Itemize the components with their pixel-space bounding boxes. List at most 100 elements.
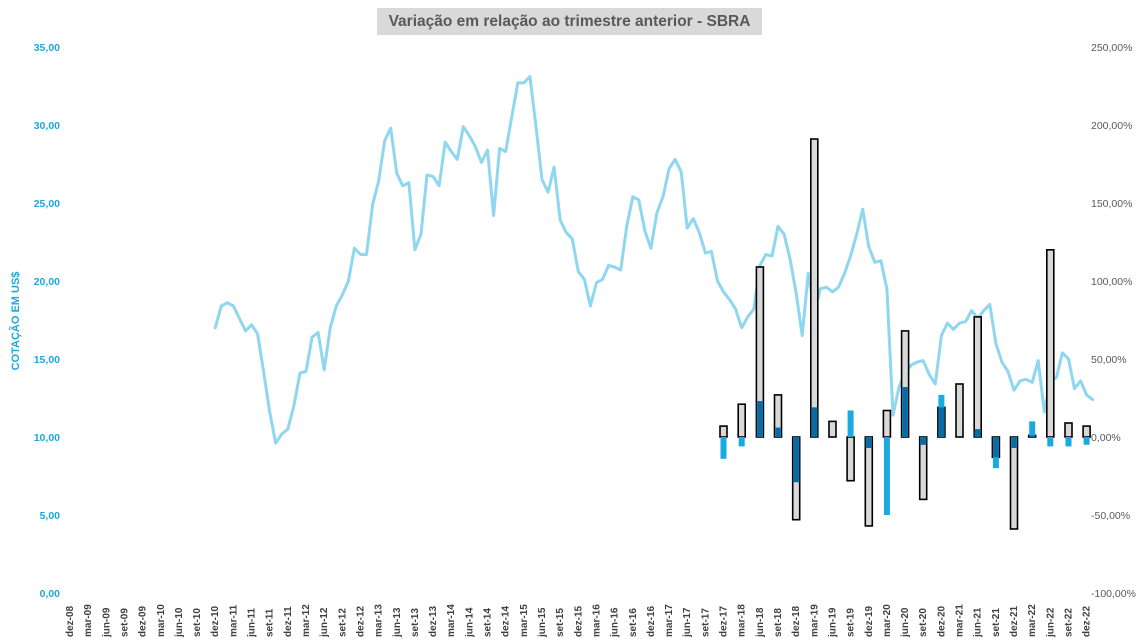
x-tick-label: jun-21 — [973, 607, 984, 638]
y-left-tick-label: 5,00 — [40, 510, 61, 522]
x-tick-label: jun-12 — [319, 607, 330, 638]
x-tick-label: set-22 — [1063, 608, 1074, 637]
x-tick-label: mar-10 — [156, 604, 167, 637]
blue-bar-overlap — [938, 407, 945, 437]
x-tick-label: set-12 — [337, 608, 348, 637]
x-tick-label: dez-12 — [355, 605, 366, 637]
x-tick-label: dez-18 — [791, 605, 802, 637]
x-tick-label: jun-17 — [682, 607, 693, 638]
outlined-bar — [1064, 422, 1073, 438]
x-tick-label: set-19 — [846, 608, 857, 637]
x-axis-tick-labels: dez-08 mar-09 jun-09 set-09 dez-09 mar-10 jun-… — [65, 604, 1093, 638]
x-tick-label: mar-16 — [591, 604, 602, 637]
blue-bar-overlap — [1029, 435, 1035, 437]
blue-bar-overlap — [793, 437, 799, 483]
x-tick-label: dez-08 — [65, 605, 76, 637]
x-tick-label: set-14 — [483, 608, 494, 637]
x-tick-label: jun-09 — [101, 607, 112, 638]
outlined-bar — [809, 138, 819, 438]
y-right-tick-label: -100,00% — [1091, 588, 1136, 600]
outlined-bar — [918, 436, 928, 501]
y-left-tick-label: 15,00 — [34, 354, 60, 366]
outlined-bar — [1046, 249, 1055, 438]
outlined-bar — [737, 403, 747, 438]
x-tick-label: jun-10 — [174, 607, 185, 638]
x-tick-label: mar-22 — [1027, 604, 1038, 637]
x-tick-label: mar-15 — [519, 604, 530, 637]
x-tick-label: mar-14 — [446, 604, 457, 637]
x-tick-label: jun-19 — [827, 607, 838, 638]
x-tick-label: jun-13 — [392, 607, 403, 638]
x-tick-label: dez-16 — [646, 605, 657, 637]
x-tick-label: mar-17 — [664, 604, 675, 637]
blue-bar — [1047, 437, 1054, 447]
x-tick-label: set-16 — [628, 608, 639, 637]
price-line — [213, 75, 1095, 445]
y-right-tick-label: 150,00% — [1091, 198, 1132, 210]
y-right-tick-label: 0,00% — [1091, 432, 1121, 444]
blue-bar — [1065, 437, 1072, 447]
price-line-group — [213, 75, 1095, 445]
y-right-tick-label: 200,00% — [1091, 120, 1132, 132]
outlined-bar — [846, 436, 855, 482]
blue-bar-overlap — [775, 427, 781, 437]
blue-bar-overlap — [993, 437, 999, 458]
blue-bar-overlap — [920, 437, 926, 445]
x-tick-label: mar-19 — [809, 604, 820, 637]
x-tick-label: dez-14 — [501, 605, 512, 637]
x-tick-label: jun-14 — [464, 607, 475, 638]
x-tick-label: mar-09 — [83, 604, 94, 637]
blue-bar-overlap — [811, 407, 817, 437]
x-tick-label: dez-19 — [864, 605, 875, 637]
outlined-bar — [882, 409, 892, 438]
outlined-bar — [973, 316, 983, 438]
y-left-tick-label: 20,00 — [34, 276, 60, 288]
x-tick-label: set-20 — [918, 608, 929, 637]
quarterly-bars-group — [719, 138, 1091, 530]
y-right-tick-label: 250,00% — [1091, 42, 1132, 54]
x-tick-label: jun-22 — [1045, 607, 1056, 638]
x-tick-label: jun-15 — [537, 607, 548, 638]
y-right-tick-label: 100,00% — [1091, 276, 1132, 288]
outlined-bar — [1082, 425, 1091, 438]
outlined-bar — [864, 436, 874, 527]
x-tick-label: jun-18 — [755, 607, 766, 638]
x-tick-label: set-17 — [700, 608, 711, 637]
x-tick-label: set-09 — [119, 608, 130, 637]
blue-bar — [847, 410, 854, 437]
blue-bar — [1029, 421, 1036, 437]
chart-title-background — [377, 8, 762, 35]
x-tick-label: dez-10 — [210, 605, 221, 637]
x-tick-label: jun-20 — [900, 607, 911, 638]
x-tick-label: dez-17 — [719, 605, 730, 637]
outlined-bar — [955, 383, 964, 438]
x-tick-label: dez-11 — [283, 606, 294, 637]
x-tick-label: dez-22 — [1082, 605, 1093, 637]
y-left-tick-label: 10,00 — [34, 432, 60, 444]
y-axis-left-ticks: 0,00 5,00 10,00 15,00 20,00 25,00 30,00 35,00 — [34, 42, 60, 600]
x-tick-label: set-18 — [773, 608, 784, 637]
blue-bar — [1083, 437, 1090, 445]
x-tick-label: mar-13 — [374, 604, 385, 637]
x-tick-label: set-15 — [555, 608, 566, 637]
y-left-tick-label: 35,00 — [34, 42, 60, 54]
blue-bar-overlap — [1011, 437, 1017, 448]
y-left-tick-label: 30,00 — [34, 120, 60, 132]
x-tick-label: set-13 — [410, 608, 421, 637]
blue-bar-overlap — [757, 401, 763, 437]
x-tick-label: dez-21 — [1009, 605, 1020, 637]
y-axis-right-ticks: -100,00% -50,00% 0,00% 50,00% 100,00% 150,00%… — [1091, 42, 1136, 600]
outlined-bar — [828, 420, 837, 438]
blue-bar-overlap — [866, 437, 872, 448]
blue-bar-overlap — [975, 429, 981, 437]
blue-bar — [738, 437, 745, 447]
y-right-tick-label: -50,00% — [1091, 510, 1130, 522]
blue-bar — [720, 437, 727, 459]
x-tick-label: mar-12 — [301, 604, 312, 637]
x-tick-label: mar-21 — [955, 604, 966, 637]
outlined-bar — [719, 425, 728, 438]
x-tick-label: set-21 — [991, 608, 1002, 637]
y-right-tick-label: 50,00% — [1091, 354, 1127, 366]
x-tick-label: dez-09 — [138, 605, 149, 637]
